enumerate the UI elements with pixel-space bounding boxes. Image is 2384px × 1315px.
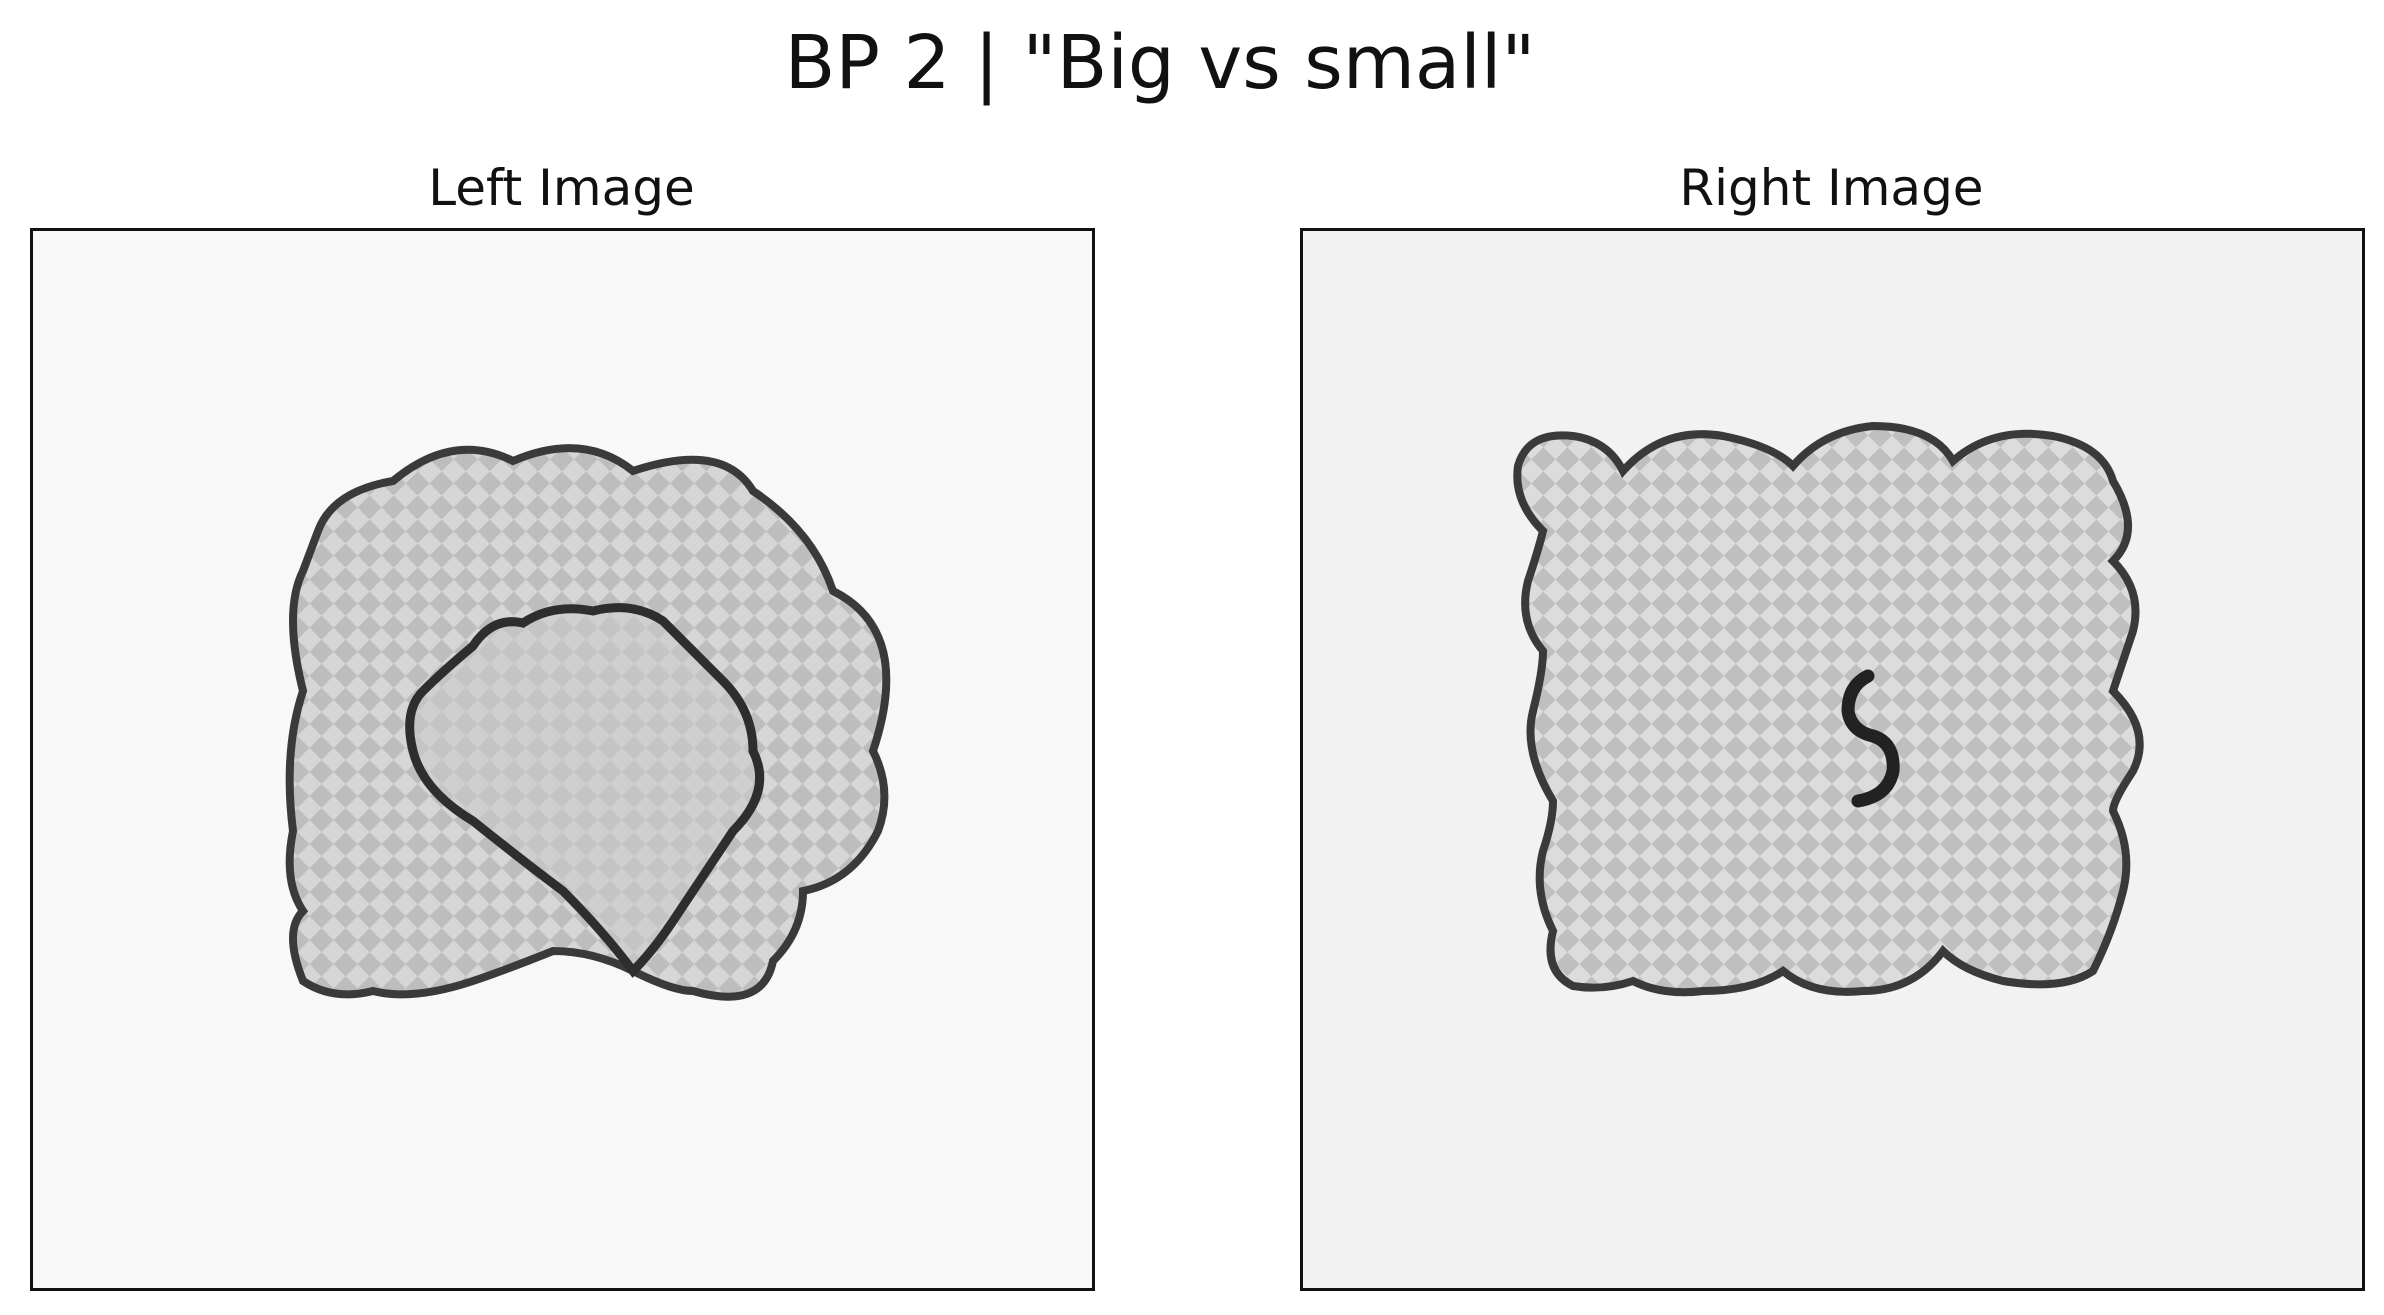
right-image — [1513, 421, 2144, 997]
small-shape — [405, 603, 765, 978]
large-shape — [1513, 421, 2144, 997]
right-image-panel — [1300, 228, 2365, 1291]
small-shape — [1841, 669, 1900, 808]
right-image-title: Right Image — [1679, 159, 1984, 217]
figure-title: BP 2 | "Big vs small" — [784, 20, 1536, 106]
left-image-title: Left Image — [428, 159, 695, 217]
left-image-panel — [30, 228, 1095, 1291]
left-image — [285, 444, 891, 1001]
